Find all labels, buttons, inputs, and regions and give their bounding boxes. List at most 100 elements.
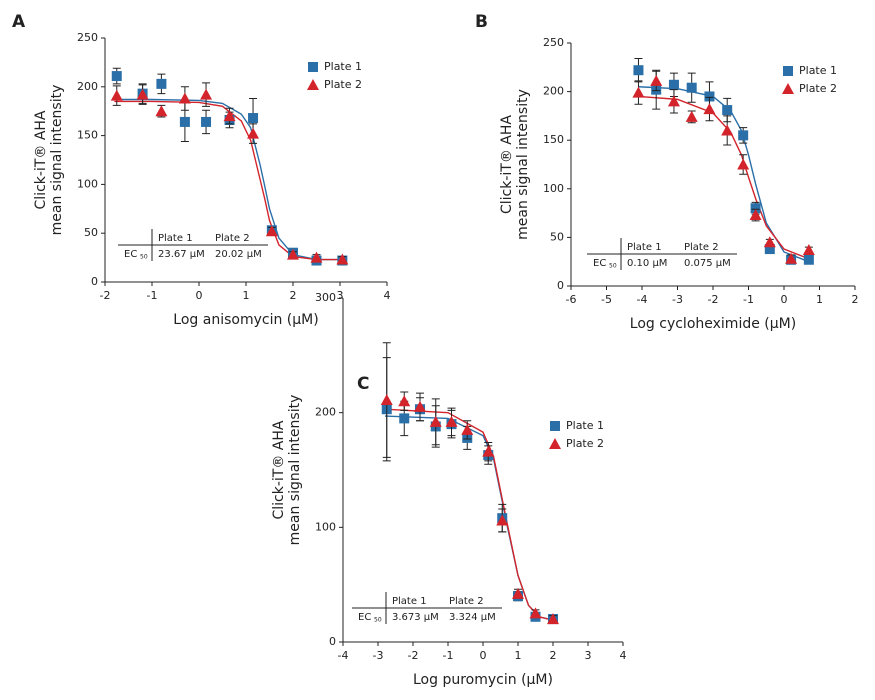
marker-square <box>201 116 212 127</box>
y-tick-label: 100 <box>77 177 98 190</box>
legend-label: Plate 2 <box>799 82 837 95</box>
marker-square <box>704 91 715 102</box>
y-axis-label: Click-iT® AHA <box>33 110 49 209</box>
marker-triangle <box>307 79 319 90</box>
panel-label: B <box>475 12 488 32</box>
y-tick-label: 50 <box>550 230 564 243</box>
x-tick-label: 1 <box>243 289 250 302</box>
marker-triangle <box>200 88 213 100</box>
marker-triangle <box>336 253 349 265</box>
marker-square <box>308 62 318 72</box>
marker-triangle <box>482 445 495 457</box>
marker-triangle <box>445 415 458 427</box>
x-tick-label: -2 <box>100 289 111 302</box>
x-tick-label: -5 <box>601 293 612 306</box>
chart-panel: A 0 50 100 150 200 250 -2 -1 0 1 2 3 4 Log anisomycin … <box>12 12 391 328</box>
panel-label: A <box>12 12 26 32</box>
marker-triangle <box>461 423 474 435</box>
x-tick-label: 0 <box>480 649 487 662</box>
marker-square <box>686 82 697 93</box>
legend-label: Plate 1 <box>566 419 604 432</box>
marker-triangle <box>763 236 776 248</box>
marker-triangle <box>265 225 278 237</box>
y-tick-label: 0 <box>329 635 336 648</box>
x-tick-label: 3 <box>337 289 344 302</box>
marker-triangle <box>685 110 698 122</box>
marker-triangle <box>496 514 509 526</box>
marker-triangle <box>802 244 815 256</box>
y-tick-label: 150 <box>543 133 564 146</box>
x-tick-label: 4 <box>620 649 627 662</box>
marker-triangle <box>782 83 794 94</box>
marker-triangle <box>785 252 798 264</box>
table-cell: 20.02 µM <box>215 249 262 260</box>
legend-label: Plate 1 <box>799 64 837 77</box>
y-tick-label: 200 <box>543 85 564 98</box>
y-tick-label: 200 <box>77 80 98 93</box>
x-tick-label: -1 <box>147 289 158 302</box>
marker-square <box>633 65 644 76</box>
y-axis-label: mean signal intensity <box>49 85 65 236</box>
table-header: Plate 1 <box>392 596 427 607</box>
marker-triangle <box>650 74 663 86</box>
marker-triangle <box>398 395 411 407</box>
x-tick-label: -2 <box>708 293 719 306</box>
x-tick-label: -4 <box>637 293 648 306</box>
y-tick-label: 200 <box>315 406 336 419</box>
x-tick-label: -1 <box>743 293 754 306</box>
marker-square <box>156 78 167 89</box>
marker-triangle <box>380 394 393 406</box>
legend-label: Plate 2 <box>324 78 362 91</box>
x-tick-label: 1 <box>816 293 823 306</box>
table-row-sub: 50 <box>374 617 382 624</box>
marker-triangle <box>703 103 716 115</box>
marker-square <box>750 203 761 214</box>
table-header: Plate 1 <box>627 242 662 253</box>
legend-label: Plate 1 <box>324 60 362 73</box>
marker-triangle <box>529 607 542 619</box>
marker-triangle <box>178 92 191 104</box>
y-axis-label: Click-iT® AHA <box>499 115 515 214</box>
marker-triangle <box>549 438 561 449</box>
table-header: Plate 2 <box>215 233 250 244</box>
marker-square <box>738 130 749 141</box>
table-cell: 3.673 µM <box>392 612 439 623</box>
x-axis-label: Log puromycin (µM) <box>413 672 553 688</box>
marker-triangle <box>136 88 149 100</box>
marker-square <box>399 413 410 424</box>
y-tick-label: 250 <box>543 36 564 49</box>
y-tick-label: 50 <box>84 226 98 239</box>
marker-square <box>179 116 190 127</box>
marker-triangle <box>247 127 260 139</box>
marker-triangle <box>310 251 323 263</box>
marker-triangle <box>429 415 442 427</box>
marker-triangle <box>737 158 750 170</box>
marker-triangle <box>155 105 168 117</box>
y-tick-label: 100 <box>315 520 336 533</box>
fit-curve <box>384 415 554 621</box>
marker-square <box>803 254 814 265</box>
marker-square <box>550 421 560 431</box>
table-cell: 23.67 µM <box>158 249 205 260</box>
marker-triangle <box>287 248 299 260</box>
table-header: Plate 2 <box>684 242 719 253</box>
marker-triangle <box>749 209 762 221</box>
table-cell: 0.10 µM <box>627 258 667 269</box>
y-tick-label: 0 <box>91 275 98 288</box>
x-tick-label: 4 <box>384 289 391 302</box>
x-tick-label: -6 <box>566 293 577 306</box>
panel-label: C <box>357 374 369 394</box>
marker-triangle <box>667 95 680 107</box>
chart-panel: B 0 50 100 150 200 250 -6 -5 -4 -3 -2 -1 0 1 2 Log cyclo… <box>475 12 859 332</box>
y-tick-label: 250 <box>77 31 98 44</box>
marker-square <box>722 105 733 116</box>
x-axis-label: Log cycloheximide (µM) <box>630 316 796 332</box>
x-tick-label: -4 <box>338 649 349 662</box>
x-tick-label: -3 <box>373 649 384 662</box>
marker-triangle <box>721 124 734 136</box>
marker-triangle <box>632 86 645 98</box>
x-tick-label: -1 <box>443 649 454 662</box>
y-tick-label: 300 <box>315 291 336 304</box>
marker-square <box>248 113 259 124</box>
